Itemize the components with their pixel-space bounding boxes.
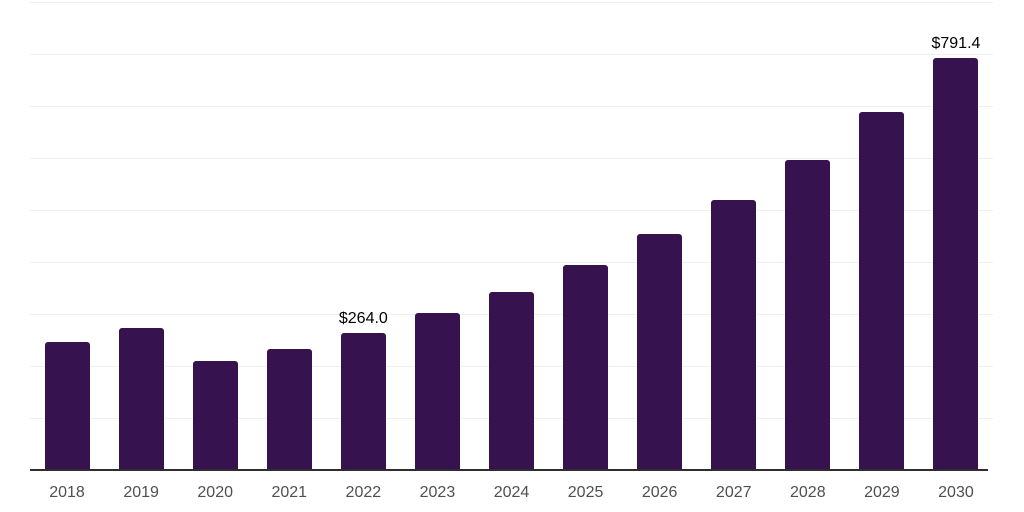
bar-2021[interactable] — [266, 349, 312, 470]
bar-2022[interactable] — [340, 332, 386, 470]
x-axis-label-2019: 2019 — [123, 484, 159, 501]
bar-2023[interactable] — [414, 313, 460, 470]
bar-2029[interactable] — [859, 112, 905, 470]
x-axis-label-2028: 2028 — [790, 484, 826, 501]
bar-2026[interactable] — [637, 234, 683, 470]
bar-2024[interactable] — [489, 291, 534, 470]
x-axis-line — [30, 469, 988, 471]
gridline-500 — [30, 210, 993, 211]
bar-2019[interactable] — [118, 327, 164, 470]
gridline-900 — [30, 2, 993, 3]
bar-value-label-2022: $264.0 — [338, 309, 388, 327]
x-axis-label-2022: 2022 — [345, 484, 382, 501]
bar-2018[interactable] — [44, 342, 90, 470]
x-axis-label-2018: 2018 — [49, 484, 85, 501]
gridline-400 — [30, 262, 993, 263]
x-axis-label-2030: 2030 — [938, 484, 974, 501]
gridline-700 — [30, 106, 993, 107]
x-axis-label-2024: 2024 — [493, 484, 530, 501]
bar-2030[interactable] — [933, 58, 979, 470]
x-axis-label-2020: 2020 — [197, 484, 233, 501]
x-axis-label-2025: 2025 — [567, 484, 604, 501]
gridline-800 — [30, 54, 993, 55]
x-axis-label-2029: 2029 — [864, 484, 900, 501]
x-axis-label-2027: 2027 — [715, 484, 752, 501]
gridline-600 — [30, 158, 993, 159]
bar-2025[interactable] — [563, 264, 609, 470]
bar-2020[interactable] — [192, 360, 238, 470]
bar-2027[interactable] — [711, 200, 757, 470]
x-axis-label-2023: 2023 — [419, 484, 456, 501]
bar-2028[interactable] — [785, 159, 831, 470]
x-axis-label-2021: 2021 — [271, 484, 308, 501]
bar-value-label-2030: $791.4 — [931, 35, 981, 53]
x-axis-label-2026: 2026 — [641, 484, 678, 501]
